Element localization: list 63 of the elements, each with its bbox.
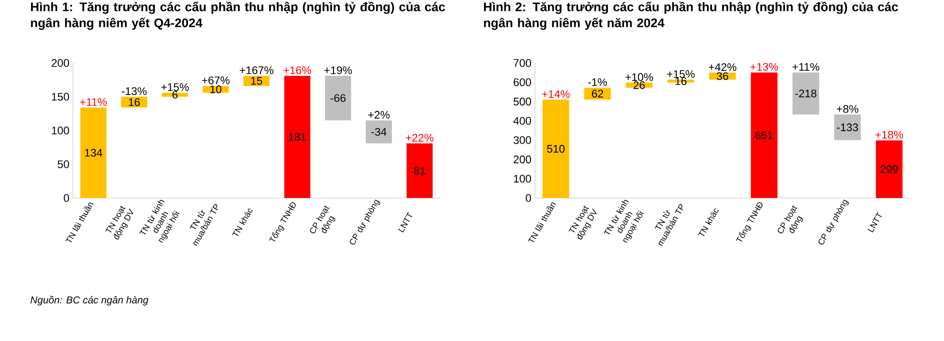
bar: [792, 72, 820, 114]
annotation: +10%: [625, 73, 653, 81]
y-tick-label: 150: [52, 92, 70, 101]
annotation: +19%: [324, 66, 352, 74]
data-label: 510: [547, 144, 565, 153]
annotation: +42%: [708, 63, 736, 71]
chart-title: Hình 1: Tăng trưởng các cấu phần thu nhập (nghìn tỷ đồng) của các ngân hàng niêm yết Q4-2024: [31, 2, 445, 30]
bar: [750, 72, 778, 198]
annotation: -13%: [122, 87, 147, 96]
y-tick-label: 100: [514, 174, 532, 183]
bar: [366, 120, 392, 144]
y-tick-label: 200: [52, 59, 70, 67]
data-label: -66: [330, 94, 346, 102]
y-tick-label: 500: [514, 98, 532, 106]
y-tick-label: 50: [58, 160, 70, 168]
y-tick-label: 0: [64, 194, 70, 202]
text: Nguồn: BC các ngân hàng: [30, 296, 148, 306]
annotation: +11%: [80, 98, 107, 106]
data-label: 62: [592, 90, 604, 98]
annotation: +18%: [875, 130, 904, 139]
data-label: 15: [251, 77, 262, 85]
chart-title: Hình 2: Tăng trưởng các cấu phần thu nhập (nghìn tỷ đồng) của các ngân hàng niêm yết năm 2024: [484, 2, 898, 30]
annotation: +11%: [792, 63, 820, 71]
bar: [406, 143, 433, 198]
data-label: 299: [880, 165, 898, 174]
bar: [584, 88, 611, 100]
y-tick-label: 200: [514, 156, 532, 164]
data-label: 181: [288, 133, 306, 141]
y-tick-label: 400: [513, 116, 532, 125]
bar: [876, 140, 903, 198]
data-label: 26: [634, 81, 645, 90]
annotation: +167%: [240, 66, 274, 74]
data-label: 651: [756, 131, 773, 140]
bar: [325, 76, 352, 120]
data-label: -133: [836, 123, 858, 132]
data-label: 81: [414, 166, 426, 175]
annotation: +14%: [542, 90, 570, 98]
annotation: +15%: [161, 83, 189, 92]
data-label: 36: [716, 72, 728, 80]
annotation: +2%: [368, 110, 390, 119]
data-label: 10: [210, 85, 222, 94]
data-label: 16: [128, 98, 140, 106]
annotation: -1%: [588, 78, 607, 86]
bar: [284, 76, 310, 198]
y-tick-label: 300: [514, 136, 532, 144]
annotation: +15%: [667, 70, 695, 78]
bar: [162, 92, 188, 97]
data-label: -218: [795, 90, 816, 98]
annotation: +16%: [284, 66, 312, 74]
bar: [834, 114, 861, 140]
data-label: 134: [85, 148, 102, 157]
y-tick-label: 700: [514, 59, 532, 67]
y-tick-label: 600: [514, 78, 532, 86]
annotation: +22%: [406, 134, 434, 142]
y-tick-label: 0: [526, 194, 532, 202]
data-label: 6: [172, 90, 178, 99]
annotation: +13%: [750, 62, 778, 71]
bar: [542, 100, 570, 198]
y-tick-label: 100: [52, 126, 70, 134]
bar: [80, 108, 106, 198]
annotation: +67%: [202, 76, 230, 84]
data-label: -34: [371, 128, 386, 136]
annotation: +8%: [836, 105, 858, 113]
